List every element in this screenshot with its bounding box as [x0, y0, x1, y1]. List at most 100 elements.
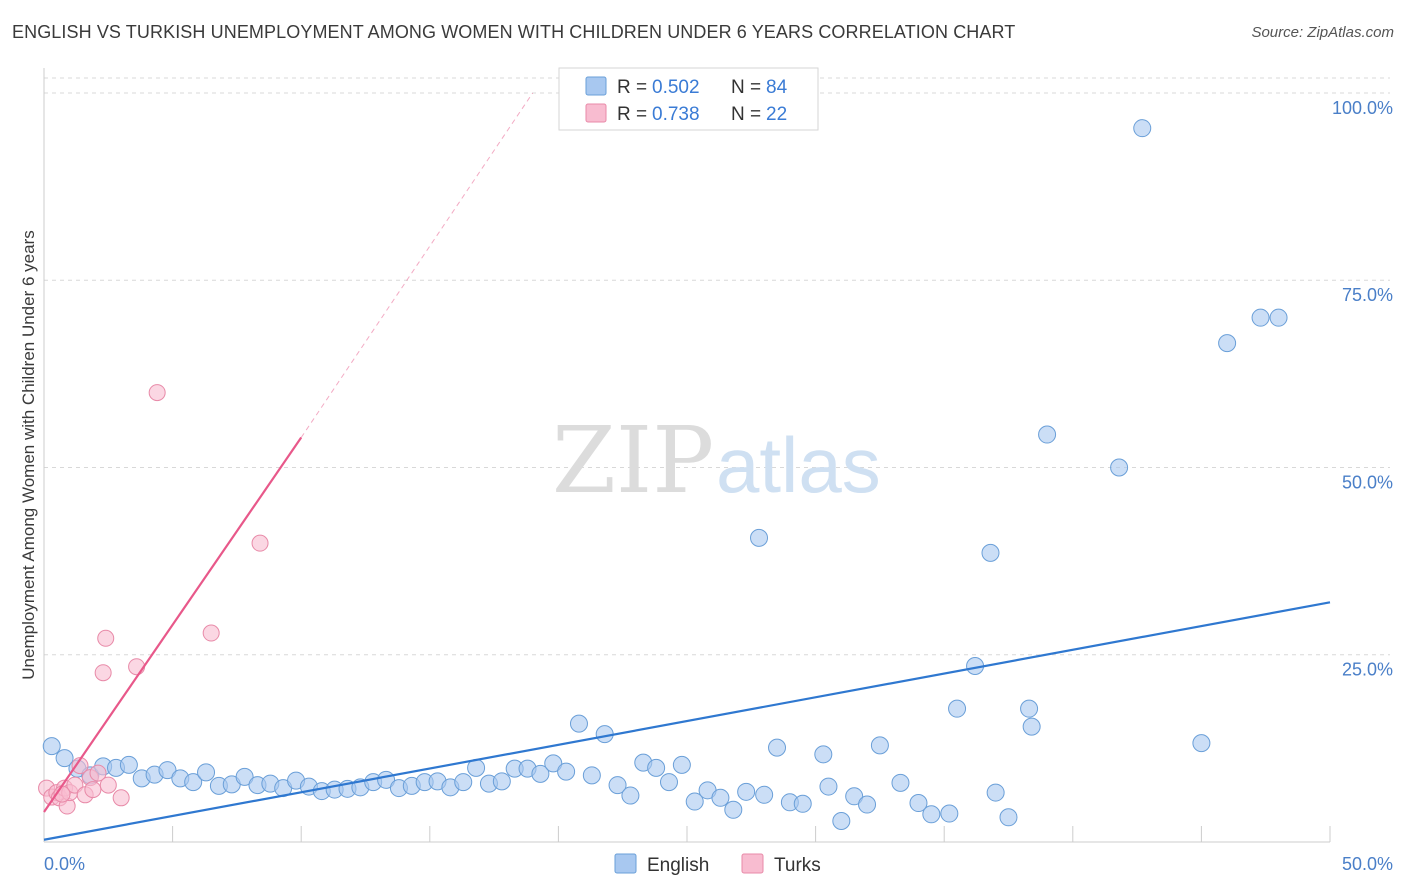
data-point	[891, 773, 910, 792]
series-english-points	[42, 119, 1288, 831]
data-point	[99, 776, 117, 794]
data-point	[940, 804, 959, 823]
data-point	[750, 528, 769, 547]
trend-lines	[43, 92, 1331, 841]
data-point	[492, 772, 511, 791]
data-point	[531, 764, 550, 783]
stats-r-value: 0.502	[652, 77, 700, 98]
data-point	[128, 658, 146, 676]
data-point	[454, 773, 473, 792]
legend: English Turks	[614, 853, 821, 876]
data-point	[1038, 425, 1057, 444]
data-point	[814, 745, 833, 764]
stats-n-value: 84	[766, 77, 788, 98]
x-tick-label: 50.0%	[1342, 854, 1393, 874]
data-point	[1020, 699, 1039, 718]
series-turks-points	[38, 384, 269, 815]
data-point	[659, 773, 678, 792]
data-point	[870, 736, 889, 755]
data-point	[251, 534, 269, 552]
data-point	[1192, 734, 1211, 753]
legend-label-turks: Turks	[774, 855, 821, 876]
data-point	[197, 763, 216, 782]
stats-swatch-english	[585, 76, 607, 96]
stats-n-label: N =	[731, 77, 761, 98]
data-point	[999, 808, 1018, 827]
data-point	[1110, 458, 1129, 477]
data-point	[948, 699, 967, 718]
data-point	[84, 781, 102, 799]
data-point	[819, 777, 838, 796]
stats-r-label: R =	[617, 77, 647, 98]
axes	[43, 68, 1331, 843]
data-point	[845, 787, 864, 806]
y-tick-label: 25.0%	[1342, 660, 1393, 680]
tick-labels: 25.0% 50.0% 75.0% 100.0% 0.0% 50.0%	[44, 98, 1393, 874]
data-point	[202, 624, 220, 642]
trend-extension-turks	[300, 92, 534, 438]
data-point	[94, 664, 112, 682]
stats-n-value: 22	[766, 104, 787, 125]
y-tick-label: 75.0%	[1342, 285, 1393, 305]
data-point	[184, 773, 203, 792]
data-point	[71, 757, 89, 775]
data-point	[55, 749, 74, 768]
watermark-atlas: atlas	[716, 421, 881, 509]
stats-r-label: R =	[617, 104, 647, 125]
legend-swatch-english	[614, 853, 637, 874]
stats-box: R = 0.502 N = 84 R = 0.738 N = 22	[558, 67, 819, 131]
stats-swatch-turks	[585, 103, 607, 123]
data-point	[685, 792, 704, 811]
data-point	[1133, 119, 1152, 138]
data-point	[544, 754, 563, 773]
watermark-zip: ZIP	[552, 407, 714, 514]
data-point	[858, 795, 877, 814]
trend-line-english	[43, 601, 1331, 841]
chart-title: ENGLISH VS TURKISH UNEMPLOYMENT AMONG WO…	[12, 22, 1016, 42]
data-point	[89, 764, 107, 782]
stats-r-value: 0.738	[652, 104, 700, 125]
grid-lines	[44, 77, 1390, 656]
data-point	[755, 785, 774, 804]
data-point	[582, 766, 601, 785]
data-point	[737, 782, 756, 801]
data-point	[647, 758, 666, 777]
watermark: ZIP atlas	[552, 407, 881, 514]
data-point	[235, 767, 254, 786]
legend-swatch-turks	[741, 853, 764, 874]
data-point	[768, 738, 787, 757]
y-tick-label: 100.0%	[1332, 98, 1393, 118]
data-points	[38, 119, 1288, 831]
data-point	[922, 805, 941, 824]
data-point	[1269, 308, 1288, 327]
data-point	[711, 788, 730, 807]
data-point	[672, 755, 691, 774]
source-credit: Source: ZipAtlas.com	[1251, 24, 1394, 41]
data-point	[569, 714, 588, 733]
data-point	[158, 761, 177, 780]
data-point	[909, 794, 928, 813]
data-point	[832, 812, 851, 831]
data-point	[1022, 717, 1041, 736]
trend-line-turks	[43, 436, 303, 813]
x-tick-label: 0.0%	[44, 854, 85, 874]
data-point	[986, 783, 1005, 802]
data-point	[1251, 308, 1270, 327]
data-point	[112, 789, 130, 807]
data-point	[97, 629, 115, 647]
y-tick-label: 50.0%	[1342, 472, 1393, 492]
data-point	[621, 786, 640, 805]
data-point	[148, 384, 166, 402]
data-point	[724, 800, 743, 819]
data-point	[42, 737, 61, 756]
stats-n-label: N =	[731, 104, 761, 125]
data-point	[119, 755, 138, 774]
data-point	[793, 794, 812, 813]
data-point	[608, 776, 627, 795]
data-point	[981, 543, 1000, 562]
data-point	[66, 776, 84, 794]
y-axis-label: Unemployment Among Women with Children U…	[19, 230, 38, 679]
legend-label-english: English	[647, 855, 709, 876]
data-point	[557, 762, 576, 781]
